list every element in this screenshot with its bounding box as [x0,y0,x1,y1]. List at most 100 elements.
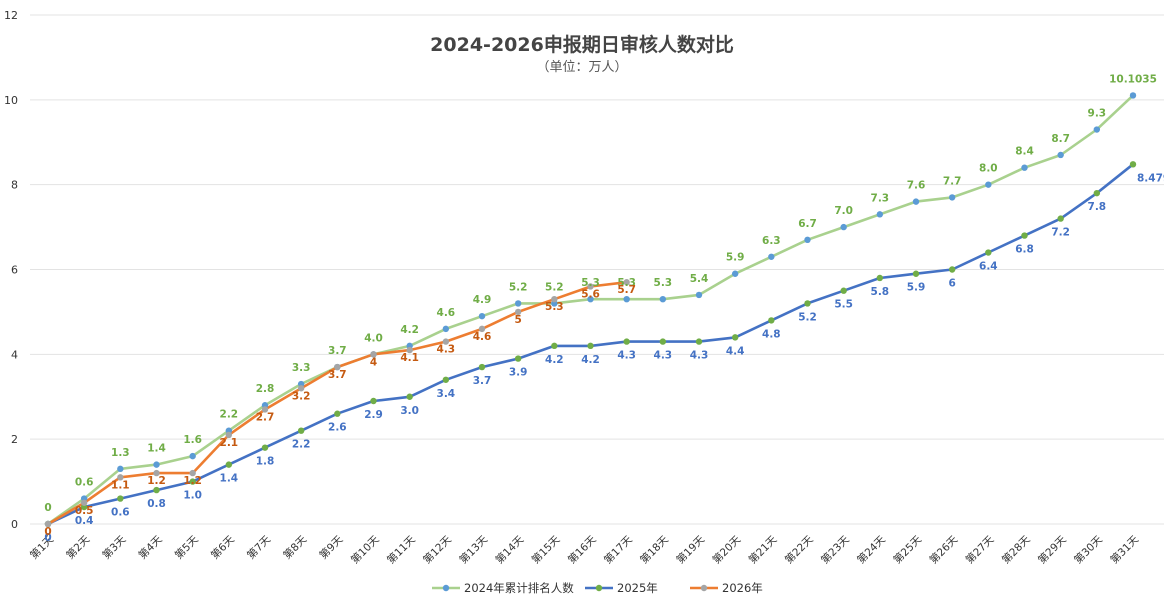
data-label: 3.3 [292,362,311,374]
data-label: 3.4 [437,388,456,400]
x-tick-label: 第11天 [384,533,418,567]
data-label: 4.3 [437,344,456,356]
data-point [912,198,920,205]
data-label: 8.4797 [1137,172,1164,184]
data-label: 1.3 [111,447,130,459]
data-point [912,270,920,277]
data-label: 1.8 [256,456,275,468]
x-tick-label: 第9天 [317,533,346,562]
x-tick-label: 第27天 [963,533,997,567]
data-point [261,444,269,451]
x-tick-label: 第24天 [854,533,888,567]
data-label: 6.4 [979,261,998,273]
data-point [768,317,775,324]
data-label: 2.6 [328,422,347,434]
data-point [768,253,775,260]
data-label: 4.9 [473,294,492,306]
data-point [659,295,667,303]
legend-marker [442,584,450,592]
data-label: 4.2 [581,354,600,366]
data-label: 0.4 [75,515,94,527]
data-label: 5.2 [798,311,817,323]
data-point [189,478,196,485]
legend: 2024年累计排名人数 2025年 2026年 [432,581,763,595]
data-point [44,520,52,528]
data-label: 10.1035 [1109,73,1157,85]
x-tick-label: 第31天 [1108,533,1142,567]
data-label: 3.7 [328,369,347,381]
series-line-0 [47,94,1134,526]
data-label: 1.4 [220,473,239,485]
data-label: 9.3 [1088,108,1107,120]
data-label: 4.3 [654,350,673,362]
data-label: 4.2 [545,354,564,366]
data-label: 7.6 [907,180,926,192]
data-point [478,325,486,333]
data-point [731,334,739,341]
data-point [514,308,522,316]
y-tick-label: 8 [11,179,18,192]
data-point [840,223,847,231]
data-point [623,279,630,286]
data-point [985,181,992,188]
x-tick-label: 第26天 [927,533,961,567]
data-point [442,338,450,345]
data-point [153,469,160,477]
data-label: 8.4 [1015,146,1034,158]
y-axis: 0 2 4 6 8 10 12 [4,9,18,531]
data-point [551,295,558,303]
data-label: 4.6 [437,307,456,319]
data-label: 5.8 [871,286,890,298]
y-tick-label: 2 [11,433,18,446]
x-tick-label: 第7天 [244,533,273,562]
data-label: 6 [949,278,956,290]
x-tick-label: 第25天 [891,533,925,567]
data-point [225,431,233,439]
legend-label: 2024年累计排名人数 [464,581,574,595]
data-point [334,363,341,371]
data-point [297,427,305,434]
data-label: 0 [44,526,51,538]
data-label: 1.2 [183,475,202,487]
x-tick-label: 第23天 [818,533,852,567]
data-label: 0.5 [75,505,94,517]
x-tick-label: 第17天 [601,533,635,567]
series-markers [44,92,1137,528]
data-label: 2.2 [292,439,311,451]
data-point [1129,92,1137,99]
x-tick-label: 第18天 [637,533,671,567]
data-point [189,469,196,477]
x-tick-label: 第19天 [674,533,708,567]
data-label: 1.1 [111,479,130,491]
data-point [1021,232,1028,239]
legend-marker [595,584,603,592]
data-label: 7.0 [834,205,853,217]
x-tick-label: 第28天 [999,533,1033,567]
data-point [1129,161,1137,168]
data-label: 2.7 [256,411,275,423]
data-label: 4.1 [400,352,419,364]
data-label: 5.4 [690,273,709,285]
data-label: 5.6 [581,288,600,300]
data-point [189,452,196,460]
data-label: 4.8 [762,328,781,340]
y-tick-label: 6 [11,264,18,277]
data-label: 1.4 [147,443,166,455]
data-label: 0 [44,532,51,544]
data-point [153,461,160,468]
data-point [876,211,884,218]
data-point [442,376,450,383]
data-point [1021,164,1028,171]
data-label: 1.6 [183,434,202,446]
data-point [623,338,630,345]
data-label: 1.0 [183,490,202,502]
x-tick-label: 第3天 [100,533,129,562]
data-point [623,295,630,303]
data-label: 5.3 [617,277,636,289]
data-point [948,266,956,273]
y-tick-label: 0 [11,518,18,531]
x-tick-label: 第6天 [208,533,237,562]
data-point [478,363,486,371]
data-label: 8.0 [979,163,998,175]
data-point [659,338,667,345]
